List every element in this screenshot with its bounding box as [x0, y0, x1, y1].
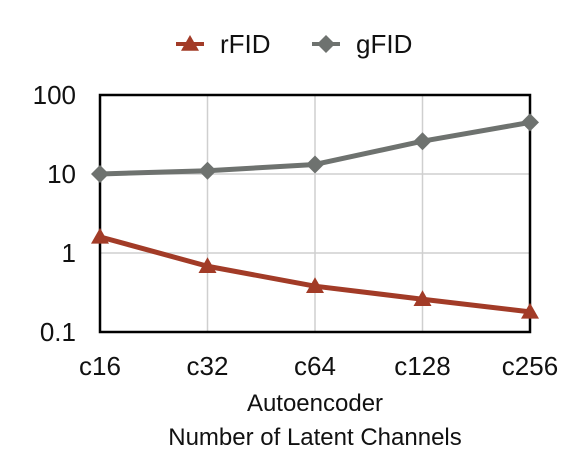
- data-point-gfid: [306, 155, 324, 174]
- data-point-gfid: [521, 113, 539, 132]
- grid-lines: [100, 95, 530, 332]
- plot-frame: [98, 93, 532, 334]
- data-point-rfid: [413, 290, 432, 306]
- x-axis-title-line-1: Autoencoder: [247, 390, 383, 417]
- y-tick-label: 1: [62, 238, 76, 268]
- x-tick-label: c128: [394, 351, 450, 381]
- x-tick-label: c64: [294, 351, 336, 381]
- x-axis-ticks: c16 c32 c64 c128 c256: [79, 351, 558, 381]
- series-group: [91, 113, 539, 319]
- series-gfid: [91, 113, 539, 183]
- data-point-rfid: [306, 277, 324, 293]
- legend-label-rfid: rFID: [220, 29, 271, 59]
- x-tick-label: c256: [502, 351, 558, 381]
- data-point-gfid: [91, 165, 109, 183]
- data-point-rfid: [198, 257, 217, 273]
- y-tick-label: 10: [47, 159, 76, 189]
- legend-label-gfid: gFID: [356, 29, 412, 59]
- x-tick-label: c16: [79, 351, 121, 381]
- legend-marker-rfid: [181, 35, 199, 51]
- data-point-rfid: [521, 302, 539, 319]
- x-tick-label: c32: [187, 351, 229, 381]
- x-axis-title-line-2: Number of Latent Channels: [168, 424, 462, 451]
- legend-marker-gfid: [317, 35, 335, 53]
- series-rfid: [91, 227, 539, 319]
- y-tick-label: 0.1: [40, 317, 76, 347]
- data-point-rfid: [91, 227, 109, 244]
- data-point-gfid: [413, 132, 432, 151]
- y-tick-label: 100: [33, 80, 76, 110]
- legend-item-gfid: gFID: [312, 29, 412, 59]
- data-point-gfid: [198, 161, 217, 180]
- legend: rFID gFID: [176, 29, 412, 59]
- y-axis-ticks: 0.1 1 10 100: [33, 80, 76, 347]
- legend-item-rfid: rFID: [176, 29, 271, 59]
